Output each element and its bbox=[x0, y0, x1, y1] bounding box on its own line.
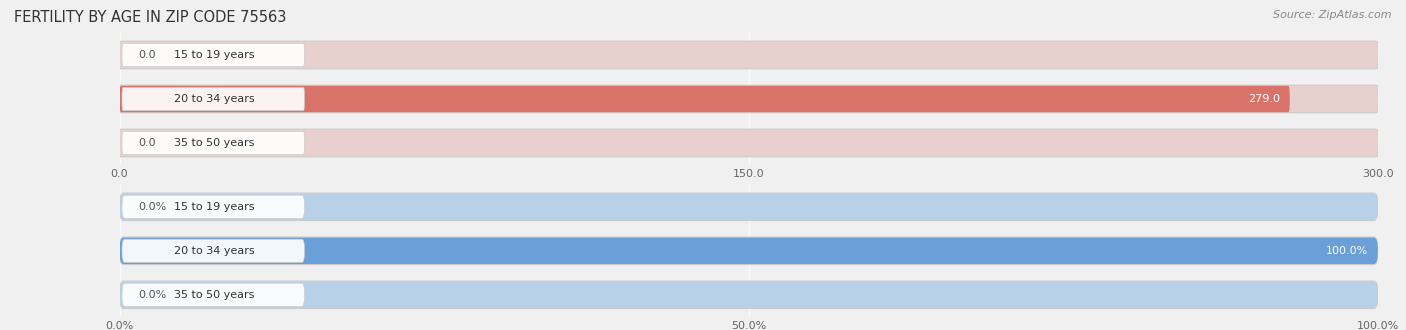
Text: 0.0%: 0.0% bbox=[138, 202, 167, 212]
FancyBboxPatch shape bbox=[120, 86, 1378, 112]
FancyBboxPatch shape bbox=[122, 44, 305, 67]
FancyBboxPatch shape bbox=[120, 86, 1289, 112]
Text: 20 to 34 years: 20 to 34 years bbox=[173, 246, 254, 256]
FancyBboxPatch shape bbox=[120, 281, 1378, 308]
Text: 0.0%: 0.0% bbox=[138, 290, 167, 300]
Text: 15 to 19 years: 15 to 19 years bbox=[173, 202, 254, 212]
FancyBboxPatch shape bbox=[122, 195, 305, 218]
FancyBboxPatch shape bbox=[120, 42, 1378, 68]
FancyBboxPatch shape bbox=[120, 85, 1378, 113]
Text: 20 to 34 years: 20 to 34 years bbox=[173, 94, 254, 104]
FancyBboxPatch shape bbox=[120, 237, 1378, 264]
FancyBboxPatch shape bbox=[122, 239, 305, 262]
Text: FERTILITY BY AGE IN ZIP CODE 75563: FERTILITY BY AGE IN ZIP CODE 75563 bbox=[14, 10, 287, 25]
FancyBboxPatch shape bbox=[120, 281, 1378, 309]
Text: 0.0: 0.0 bbox=[138, 50, 156, 60]
Text: 279.0: 279.0 bbox=[1247, 94, 1279, 104]
FancyBboxPatch shape bbox=[122, 131, 305, 154]
Text: 35 to 50 years: 35 to 50 years bbox=[174, 138, 254, 148]
FancyBboxPatch shape bbox=[120, 238, 1378, 264]
Text: 100.0%: 100.0% bbox=[1326, 246, 1368, 256]
Text: 35 to 50 years: 35 to 50 years bbox=[174, 290, 254, 300]
Text: 0.0: 0.0 bbox=[138, 138, 156, 148]
Text: Source: ZipAtlas.com: Source: ZipAtlas.com bbox=[1274, 10, 1392, 20]
FancyBboxPatch shape bbox=[120, 193, 1378, 220]
Text: 15 to 19 years: 15 to 19 years bbox=[173, 50, 254, 60]
FancyBboxPatch shape bbox=[122, 283, 305, 306]
FancyBboxPatch shape bbox=[120, 129, 1378, 157]
FancyBboxPatch shape bbox=[120, 41, 1378, 69]
FancyBboxPatch shape bbox=[120, 194, 1378, 220]
FancyBboxPatch shape bbox=[120, 238, 1378, 264]
FancyBboxPatch shape bbox=[120, 130, 1378, 156]
FancyBboxPatch shape bbox=[122, 87, 305, 111]
